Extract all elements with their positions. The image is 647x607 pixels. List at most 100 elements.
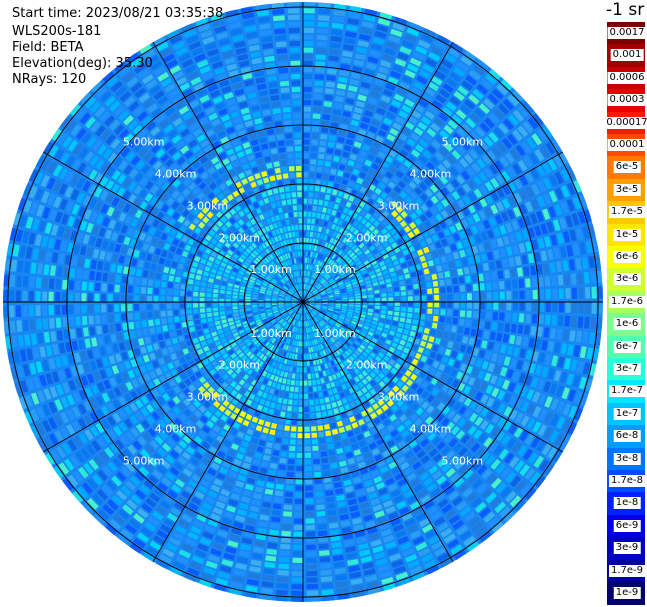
range-bin <box>308 393 314 399</box>
range-bin <box>313 309 318 314</box>
range-bin <box>283 504 293 511</box>
range-bin <box>340 157 348 165</box>
range-bin <box>441 198 450 208</box>
range-bin <box>344 485 354 493</box>
range-bin <box>399 257 406 264</box>
range-bin <box>329 42 341 49</box>
range-bin <box>348 261 355 267</box>
range-bin <box>432 360 440 369</box>
range-bin <box>498 280 505 290</box>
range-bin <box>293 525 303 531</box>
range-bin <box>257 390 263 397</box>
range-bin <box>342 335 348 340</box>
range-bin <box>480 450 491 462</box>
range-bin <box>289 445 296 452</box>
range-bin <box>200 313 206 319</box>
range-bin <box>414 418 423 427</box>
range-bin <box>435 213 443 222</box>
range-bin <box>345 31 357 39</box>
range-bin <box>466 346 473 355</box>
range-bin <box>391 559 404 568</box>
range-bin <box>404 369 412 377</box>
range-bin <box>301 315 303 321</box>
range-bin <box>547 341 555 352</box>
range-bin <box>421 295 427 301</box>
range-bin <box>412 461 422 470</box>
range-bin <box>514 460 525 472</box>
range-bin <box>210 548 222 557</box>
range-bin <box>309 303 315 305</box>
range-bin <box>374 30 387 39</box>
range-bin <box>309 406 315 412</box>
range-bin <box>230 464 240 473</box>
range-bin <box>272 396 278 402</box>
range-bin <box>328 306 334 309</box>
range-bin <box>443 228 451 237</box>
range-bin <box>278 464 286 471</box>
range-bin <box>313 291 318 295</box>
range-bin <box>327 311 333 315</box>
range-bin <box>290 326 294 332</box>
range-bin <box>202 531 214 540</box>
range-bin <box>400 291 407 296</box>
range-bin <box>309 299 315 301</box>
range-bin <box>331 223 337 230</box>
range-bin <box>374 376 381 383</box>
range-bin <box>331 22 344 30</box>
range-bin <box>312 205 317 212</box>
range-bin <box>259 594 273 601</box>
range-bin <box>61 292 67 302</box>
range-bin <box>286 379 291 385</box>
range-bin <box>488 217 497 227</box>
range-bin <box>394 472 404 481</box>
range-bin <box>309 302 315 304</box>
range-bin <box>407 424 417 433</box>
range-bin <box>311 272 314 278</box>
range-bin <box>326 75 336 82</box>
range-bin <box>316 418 323 425</box>
range-bin <box>312 326 316 331</box>
range-bin <box>382 269 389 275</box>
range-bin <box>313 107 322 113</box>
range-bin <box>316 517 327 524</box>
range-bin <box>405 216 413 224</box>
range-bin <box>307 294 312 298</box>
range-bin <box>445 467 456 478</box>
range-bin <box>476 59 490 71</box>
range-bin <box>361 508 372 516</box>
range-bin <box>338 259 344 265</box>
range-bin <box>361 445 370 453</box>
range-bin <box>465 247 473 256</box>
range-bin <box>401 384 409 392</box>
range-bin <box>264 448 272 455</box>
range-bin <box>374 187 382 195</box>
range-bin <box>414 289 420 295</box>
range-bin <box>418 224 426 232</box>
range-bin <box>417 98 429 108</box>
range-bin <box>357 323 363 328</box>
range-bin <box>318 391 324 398</box>
range-bin <box>362 562 374 570</box>
range-bin <box>407 260 414 267</box>
range-bin <box>490 177 500 189</box>
range-bin <box>566 165 576 179</box>
range-bin <box>388 105 399 114</box>
range-bin <box>332 554 344 562</box>
range-bin <box>461 258 468 266</box>
range-bin <box>309 303 315 305</box>
range-bin <box>583 272 590 284</box>
range-bin <box>314 80 324 87</box>
range-bin <box>404 553 418 563</box>
range-bin <box>341 310 347 313</box>
range-bin <box>449 96 461 107</box>
range-bin <box>382 534 395 543</box>
range-bin <box>311 258 314 264</box>
range-bin <box>561 387 570 400</box>
range-bin <box>386 351 393 358</box>
range-bin <box>512 244 520 255</box>
range-bin <box>512 109 524 122</box>
range-bin <box>307 293 311 298</box>
range-bin <box>310 366 314 373</box>
range-bin <box>407 92 418 102</box>
range-bin <box>408 21 422 31</box>
